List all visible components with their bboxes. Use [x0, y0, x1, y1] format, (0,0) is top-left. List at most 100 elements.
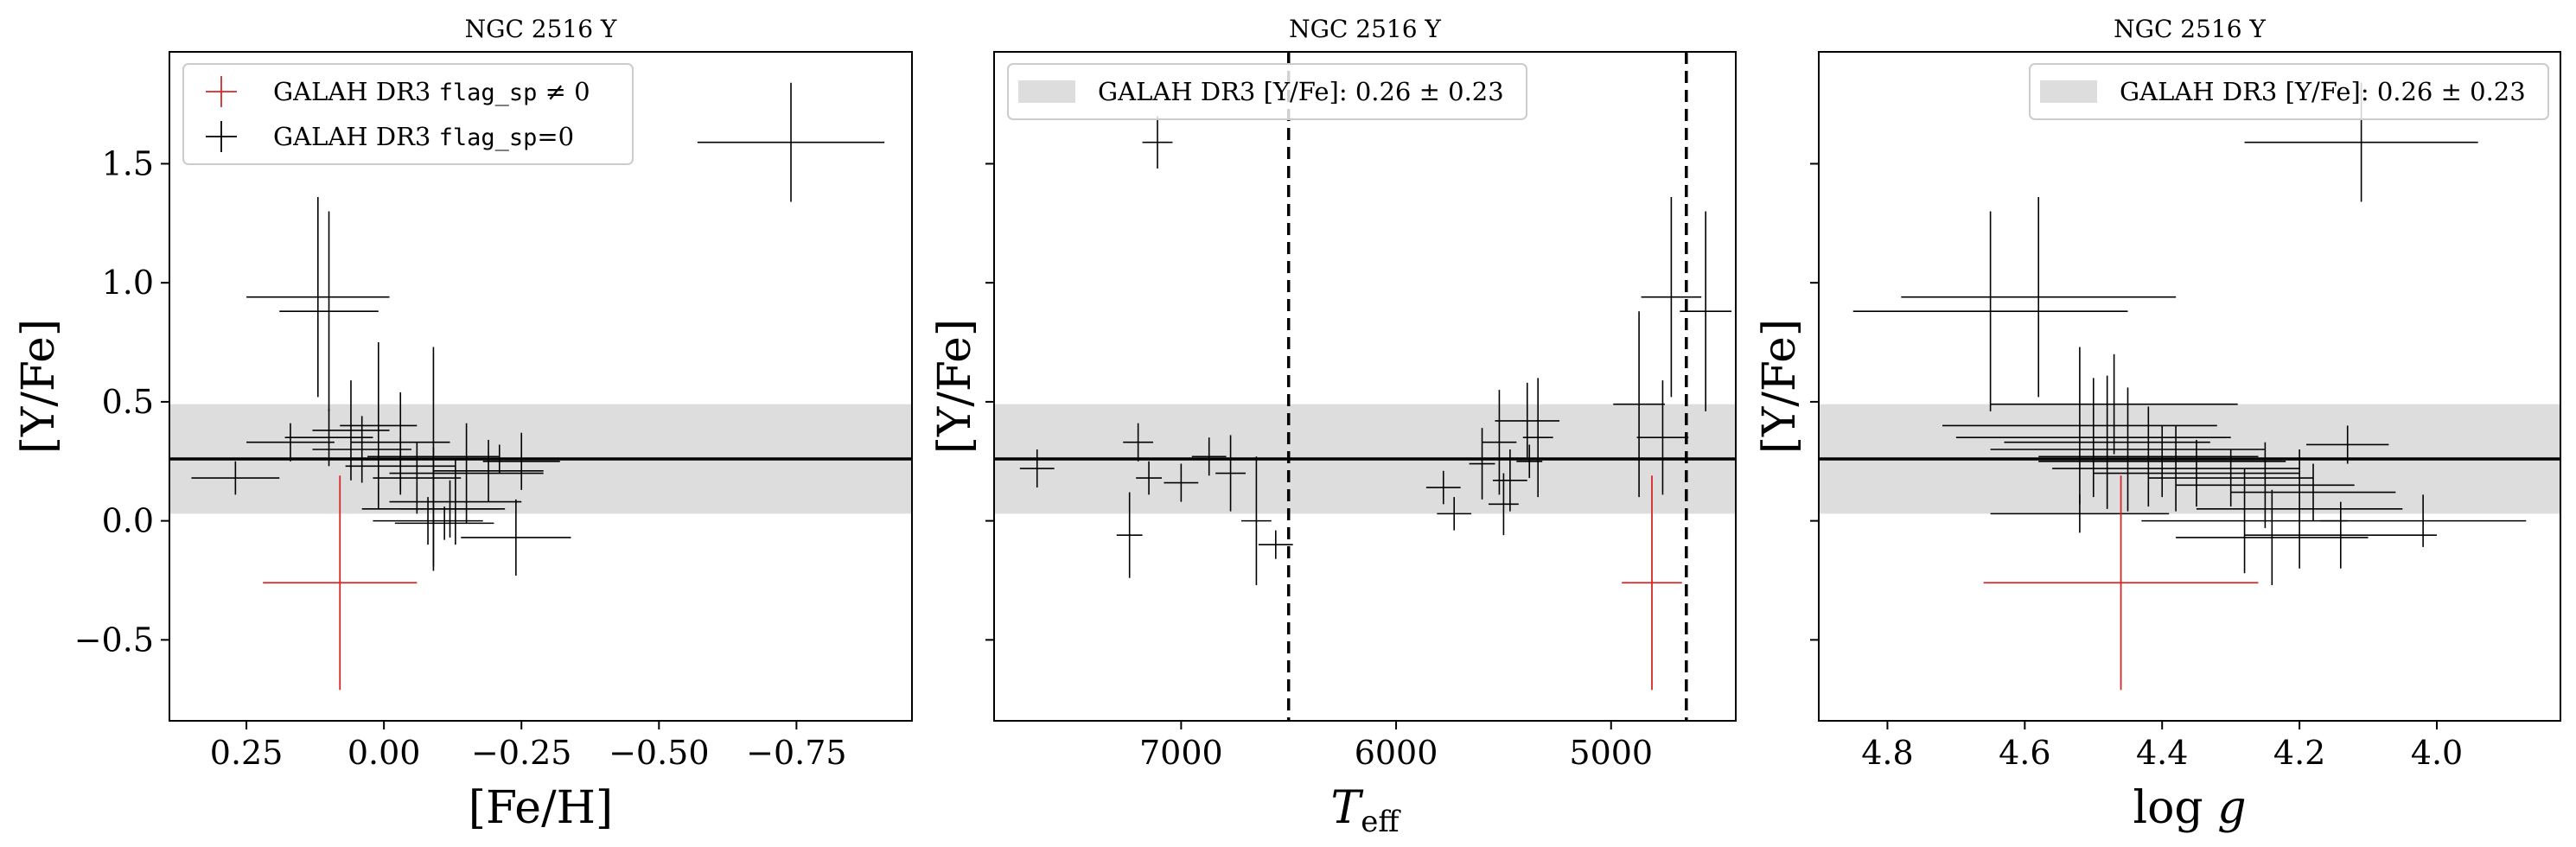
axes-frame — [169, 51, 913, 722]
y-tick-label: 1.0 — [102, 264, 154, 302]
data-point — [1482, 390, 1517, 495]
axes-frame — [993, 51, 1737, 722]
legend-box — [182, 63, 634, 165]
x-tick-label: 7000 — [1139, 734, 1223, 772]
data-point — [1116, 492, 1143, 578]
data-point — [1489, 473, 1519, 536]
plot-area — [1819, 82, 2560, 691]
data-point — [312, 380, 390, 481]
legend-label: GALAH DR3 flag_sp ≠ 0 — [273, 77, 590, 106]
data-point — [1492, 449, 1527, 512]
data-point — [1852, 211, 2128, 411]
legend-label: GALAH DR3 [Y/Fe]: 0.26 ± 0.23 — [1098, 77, 1504, 106]
panel-title: NGC 2516 Y — [465, 15, 617, 43]
legend-entry: GALAH DR3 [Y/Fe]: 0.26 ± 0.23 — [2040, 77, 2526, 106]
x-axis-label: log g — [2133, 782, 2246, 834]
data-point — [1622, 475, 1682, 691]
y-tick-label: 0.0 — [102, 502, 154, 540]
data-point — [2038, 406, 2259, 507]
x-tick-label: −0.75 — [746, 734, 846, 772]
panel-title: NGC 2516 Y — [1289, 15, 1441, 43]
plot-area — [169, 82, 912, 691]
axes-frame — [1818, 51, 2561, 722]
data-point — [191, 461, 280, 495]
y-axis-label: [Y/Fe] — [13, 319, 65, 454]
legend-band-swatch — [1018, 80, 1075, 103]
x-tick-label: 4.6 — [1999, 734, 2050, 772]
x-axis-label: [Fe/H] — [469, 782, 613, 834]
data-point — [340, 342, 418, 509]
data-point — [2244, 501, 2437, 569]
data-point — [1123, 423, 1154, 462]
panel-3: 4.8 4.6 4.4 4.2 4.0 NGC 2516 Y log g [Y/Fe] GALA… — [1754, 15, 2561, 834]
data-point — [697, 82, 885, 202]
legend-entry: GALAH DR3 flag_sp=0 — [206, 121, 574, 152]
y-axis-label: [Y/Fe] — [929, 319, 981, 454]
data-point — [1983, 475, 2259, 691]
data-point — [1680, 211, 1732, 411]
data-point — [1990, 494, 2170, 533]
legend-band-swatch — [2040, 80, 2097, 103]
data-point — [1437, 497, 1472, 531]
data-point — [312, 416, 411, 483]
x-tick-label: 5000 — [1569, 734, 1653, 772]
data-point — [1942, 347, 2217, 505]
legend: GALAH DR3 [Y/Fe]: 0.26 ± 0.23 — [1007, 63, 1527, 120]
data-point — [394, 506, 494, 540]
data-point — [2306, 425, 2389, 464]
data-point — [2052, 425, 2300, 512]
x-tick-label: 4.8 — [1861, 734, 1913, 772]
data-point — [400, 480, 500, 538]
data-point — [1191, 437, 1227, 476]
data-point — [2196, 449, 2403, 569]
x-tick-label: −0.50 — [609, 734, 709, 772]
data-point — [1164, 463, 1199, 502]
data-point — [1425, 470, 1461, 505]
legend-label: GALAH DR3 flag_sp=0 — [273, 122, 574, 151]
panel-title: NGC 2516 Y — [2114, 15, 2266, 43]
x-tick-label: −0.25 — [471, 734, 571, 772]
data-point — [1142, 116, 1173, 169]
legend-box — [2029, 63, 2549, 120]
data-point — [1641, 197, 1702, 398]
data-point — [1258, 530, 1293, 559]
data-point — [1522, 378, 1553, 498]
x-tick-label: 4.4 — [2136, 734, 2188, 772]
data-point — [433, 439, 544, 502]
data-point — [2230, 463, 2396, 521]
x-tick-label: 4.2 — [2273, 734, 2325, 772]
data-point — [1469, 428, 1495, 500]
x-axis-label: Teff — [1331, 782, 1402, 839]
y-tick-label: 1.5 — [102, 144, 154, 182]
data-point — [2319, 494, 2527, 547]
legend-entry: GALAH DR3 flag_sp ≠ 0 — [206, 76, 590, 107]
legend: GALAH DR3 [Y/Fe]: 0.26 ± 0.23 — [2029, 63, 2549, 120]
data-point — [1019, 449, 1055, 488]
data-point — [2176, 442, 2355, 528]
data-point — [1901, 197, 2177, 398]
data-point — [284, 409, 373, 467]
data-point — [263, 475, 418, 691]
data-point — [389, 423, 544, 524]
data-point — [2038, 425, 2286, 498]
data-point — [1136, 461, 1162, 495]
plot-area — [994, 52, 1736, 721]
data-point — [246, 197, 390, 398]
legend-box — [1007, 63, 1527, 120]
data-point — [246, 423, 335, 462]
legend-label: GALAH DR3 [Y/Fe]: 0.26 ± 0.23 — [2120, 77, 2526, 106]
x-tick-label: 0.00 — [348, 734, 421, 772]
x-tick-label: 0.25 — [210, 734, 284, 772]
data-point — [373, 497, 483, 545]
y-tick-label: 0.5 — [102, 383, 154, 421]
legend: GALAH DR3 flag_sp ≠ 0 GALAH DR3 flag_sp=0 — [182, 63, 634, 165]
data-point — [482, 432, 560, 490]
data-point — [1215, 435, 1246, 512]
data-point — [2148, 449, 2313, 507]
data-point — [1613, 311, 1665, 498]
data-point — [461, 499, 571, 576]
y-tick-label: −0.5 — [74, 621, 154, 659]
panel-1: 0.25 0.00 −0.25 −0.50 −0.75 1.5 1.0 0.5 0.0 −0.5 N… — [13, 15, 913, 834]
panel-2: 7000 6000 5000 NGC 2516 Y Teff [Y/Fe] GALAH DR… — [929, 15, 1737, 839]
